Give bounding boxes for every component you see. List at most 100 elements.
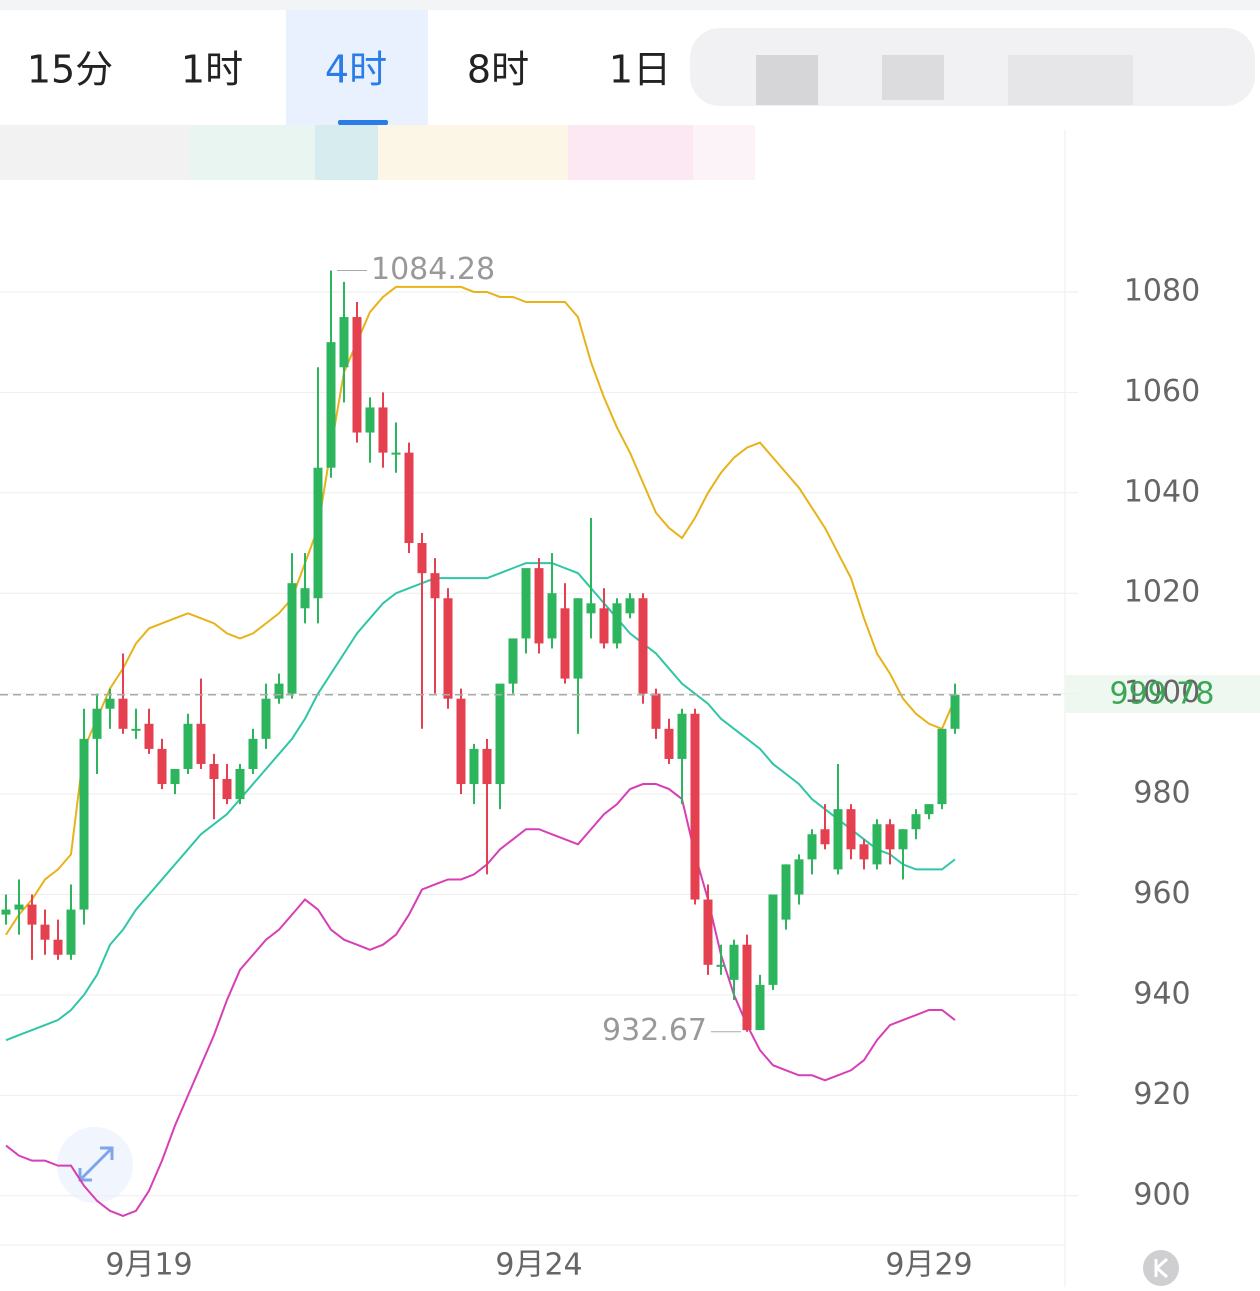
- selected-tab-indicator: [338, 120, 388, 125]
- blurred-indicator: [190, 125, 315, 180]
- candle-body: [66, 909, 76, 955]
- candle-body: [898, 829, 908, 850]
- candle-body: [365, 407, 375, 433]
- blurred-indicator: [568, 125, 693, 180]
- candle-body: [157, 748, 167, 785]
- candle-body: [131, 728, 141, 731]
- candle-body: [690, 713, 700, 900]
- status-strip: [0, 0, 1260, 10]
- y-tick-label: 960: [1133, 876, 1190, 911]
- candle-body: [40, 924, 50, 940]
- candle-body: [716, 964, 726, 967]
- candle-body: [937, 728, 947, 805]
- candle-body: [378, 407, 388, 453]
- last-price-box: [1065, 675, 1260, 713]
- band-line: [5, 562, 956, 1042]
- candle-body: [703, 899, 713, 965]
- band-line: [5, 783, 956, 1217]
- candle-body: [625, 598, 635, 614]
- blurred-block: [1008, 55, 1133, 105]
- candle-body: [14, 904, 24, 910]
- candle-body: [183, 723, 193, 769]
- candle-body: [859, 844, 869, 860]
- candle-body: [677, 713, 687, 759]
- y-tick-label: 940: [1133, 976, 1190, 1011]
- candle-body: [443, 598, 453, 699]
- candle-body: [781, 864, 791, 920]
- timeframe-tab[interactable]: 1日: [609, 48, 671, 92]
- candle-body: [469, 748, 479, 785]
- candle-body: [547, 593, 557, 639]
- timeframe-tab[interactable]: 1时: [181, 48, 243, 92]
- blurred-indicator: [315, 125, 378, 180]
- candle-body: [872, 824, 882, 865]
- y-tick-label: 920: [1133, 1077, 1190, 1112]
- selected-tab-bg: [286, 10, 428, 125]
- candle-body: [118, 698, 128, 729]
- candle-body: [105, 698, 115, 709]
- x-tick-label: 9月19: [105, 1248, 192, 1283]
- candle-body: [508, 638, 518, 684]
- candle-body: [248, 738, 258, 769]
- candle-body: [274, 683, 284, 699]
- candle-body: [534, 568, 544, 644]
- y-tick-label: 1080: [1124, 273, 1200, 308]
- candle-body: [326, 342, 336, 468]
- y-tick-label: 900: [1133, 1177, 1190, 1212]
- candle-body: [833, 809, 843, 870]
- candle-body: [729, 944, 739, 980]
- blurred-block: [756, 55, 818, 105]
- candle-body: [391, 452, 401, 455]
- candle-body: [430, 573, 440, 599]
- timeframe-tab[interactable]: 8时: [467, 48, 529, 92]
- candle-body: [612, 603, 622, 644]
- candle-body: [638, 598, 648, 694]
- candle-body: [170, 768, 180, 785]
- candle-body: [885, 824, 895, 850]
- band-line: [5, 285, 956, 936]
- candle-body: [794, 859, 804, 895]
- y-tick-label: 1040: [1124, 474, 1200, 509]
- candle-body: [352, 317, 362, 433]
- candle-body: [560, 608, 570, 679]
- candle-body: [651, 693, 661, 729]
- candle-body: [586, 603, 596, 614]
- candle-body: [300, 588, 310, 609]
- high-label: 1084.28: [371, 252, 495, 287]
- timeframe-tab[interactable]: 15分: [27, 48, 113, 92]
- y-tick-label: 1060: [1124, 374, 1200, 409]
- low-label: 932.67: [602, 1013, 707, 1048]
- candle-body: [456, 698, 466, 785]
- blurred-block: [882, 55, 944, 100]
- candle-body: [755, 984, 765, 1031]
- candle-body: [235, 768, 245, 800]
- blurred-indicator: [378, 125, 568, 180]
- y-tick-label: 980: [1133, 776, 1190, 811]
- timeframe-tab[interactable]: 4时: [325, 48, 387, 92]
- candle-body: [79, 738, 89, 910]
- x-tick-label: 9月29: [885, 1248, 972, 1283]
- candle-body: [521, 568, 531, 639]
- candle-body: [599, 608, 609, 644]
- blurred-indicator: [0, 125, 190, 180]
- candle-body: [209, 763, 219, 780]
- candle-body: [417, 543, 427, 574]
- candle-body: [807, 834, 817, 860]
- candle-body: [92, 708, 102, 739]
- y-tick-label: 1020: [1124, 575, 1200, 610]
- x-tick-label: 9月24: [495, 1248, 582, 1283]
- candle-body: [144, 723, 154, 749]
- blurred-indicator: [693, 125, 755, 180]
- candle-body: [495, 683, 505, 785]
- candle-body: [820, 829, 830, 845]
- k-button[interactable]: [1143, 1250, 1179, 1286]
- last-price-label: 999.78: [1110, 676, 1215, 711]
- candle-body: [846, 809, 856, 850]
- candle-body: [924, 804, 934, 815]
- candle-body: [196, 723, 206, 764]
- candle-body: [482, 748, 492, 785]
- candle-body: [742, 944, 752, 1031]
- candle-body: [287, 583, 297, 694]
- k-icon: [1154, 1257, 1169, 1279]
